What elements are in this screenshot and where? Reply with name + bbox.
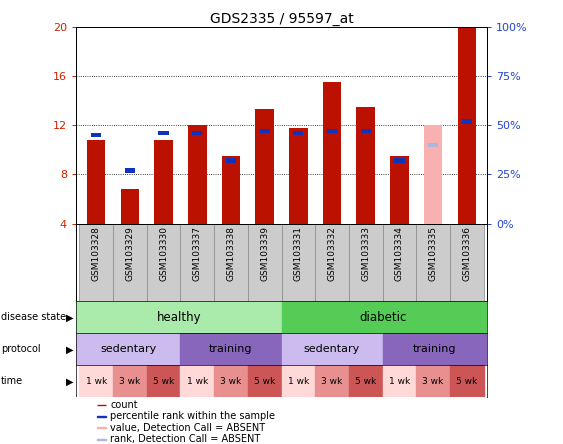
Text: disease state: disease state [1, 313, 66, 322]
Bar [256, 109, 274, 224]
Text: time: time [1, 377, 23, 386]
Bar [349, 365, 383, 397]
Bar [315, 365, 349, 397]
FancyBboxPatch shape [180, 224, 214, 301]
Text: 5 wk: 5 wk [153, 377, 174, 386]
Bar [214, 365, 248, 397]
Text: GSM103336: GSM103336 [462, 226, 471, 281]
Text: GSM103328: GSM103328 [92, 226, 101, 281]
Text: 5 wk: 5 wk [355, 377, 376, 386]
Bar [282, 365, 315, 397]
Text: 1 wk: 1 wk [187, 377, 208, 386]
Bar [260, 129, 270, 134]
Bar [416, 365, 450, 397]
Bar [87, 140, 105, 224]
Text: GSM103330: GSM103330 [159, 226, 168, 281]
Text: 1 wk: 1 wk [288, 377, 309, 386]
Bar [293, 131, 303, 135]
Text: percentile rank within the sample: percentile rank within the sample [110, 411, 275, 421]
Bar [113, 365, 147, 397]
Bar [120, 189, 139, 224]
FancyBboxPatch shape [282, 224, 315, 301]
Bar [383, 365, 416, 397]
Text: 5 wk: 5 wk [456, 377, 477, 386]
Bar [91, 133, 101, 137]
Text: ▶: ▶ [66, 377, 74, 386]
Bar [147, 365, 180, 397]
FancyBboxPatch shape [113, 224, 147, 301]
Text: GSM103337: GSM103337 [193, 226, 202, 281]
Bar [327, 129, 337, 134]
Bar [79, 365, 113, 397]
Text: healthy: healthy [157, 311, 201, 324]
Bar [361, 129, 371, 134]
Bar [97, 416, 106, 417]
Bar [222, 156, 240, 224]
FancyBboxPatch shape [214, 224, 248, 301]
Text: 5 wk: 5 wk [254, 377, 275, 386]
Bar [428, 143, 438, 147]
Bar [462, 119, 472, 123]
FancyBboxPatch shape [450, 224, 484, 301]
FancyBboxPatch shape [349, 224, 383, 301]
Bar [383, 333, 487, 365]
Bar [125, 168, 135, 173]
FancyBboxPatch shape [416, 224, 450, 301]
Text: 3 wk: 3 wk [220, 377, 242, 386]
Text: sedentary: sedentary [100, 345, 157, 354]
Bar [282, 301, 487, 333]
Text: value, Detection Call = ABSENT: value, Detection Call = ABSENT [110, 423, 265, 433]
FancyBboxPatch shape [383, 224, 416, 301]
Text: GSM103335: GSM103335 [428, 226, 437, 281]
FancyBboxPatch shape [147, 224, 180, 301]
Bar [356, 107, 375, 224]
Text: GSM103332: GSM103332 [328, 226, 337, 281]
Text: count: count [110, 400, 138, 410]
Text: GSM103334: GSM103334 [395, 226, 404, 281]
Bar [458, 27, 476, 224]
Text: GSM103329: GSM103329 [126, 226, 135, 281]
Bar [450, 365, 484, 397]
Bar [76, 301, 282, 333]
FancyBboxPatch shape [315, 224, 349, 301]
Bar [248, 365, 282, 397]
FancyBboxPatch shape [79, 224, 113, 301]
Text: sedentary: sedentary [304, 345, 360, 354]
Text: 3 wk: 3 wk [422, 377, 444, 386]
Text: 3 wk: 3 wk [321, 377, 343, 386]
Text: ▶: ▶ [66, 345, 74, 354]
Text: diabetic: diabetic [359, 311, 406, 324]
Bar [394, 159, 404, 163]
Bar [390, 156, 409, 224]
Bar [289, 128, 307, 224]
Text: GSM103338: GSM103338 [226, 226, 235, 281]
FancyBboxPatch shape [248, 224, 282, 301]
Text: rank, Detection Call = ABSENT: rank, Detection Call = ABSENT [110, 434, 260, 444]
Bar [180, 333, 282, 365]
Bar [180, 365, 214, 397]
Text: ▶: ▶ [66, 313, 74, 322]
Text: 3 wk: 3 wk [119, 377, 141, 386]
Text: training: training [413, 345, 457, 354]
Text: 1 wk: 1 wk [86, 377, 107, 386]
Text: training: training [209, 345, 253, 354]
Bar [154, 140, 173, 224]
Bar [76, 333, 180, 365]
Bar [424, 125, 443, 224]
Bar [192, 131, 202, 135]
Bar [97, 439, 106, 440]
Text: protocol: protocol [1, 345, 41, 354]
Text: 1 wk: 1 wk [389, 377, 410, 386]
Bar [159, 131, 169, 135]
Bar [323, 82, 341, 224]
Text: GSM103333: GSM103333 [361, 226, 370, 281]
Text: GSM103331: GSM103331 [294, 226, 303, 281]
Title: GDS2335 / 95597_at: GDS2335 / 95597_at [209, 12, 354, 26]
Bar [226, 159, 236, 163]
Text: GSM103339: GSM103339 [260, 226, 269, 281]
Bar [188, 125, 207, 224]
Bar [97, 404, 106, 405]
Bar [282, 333, 383, 365]
